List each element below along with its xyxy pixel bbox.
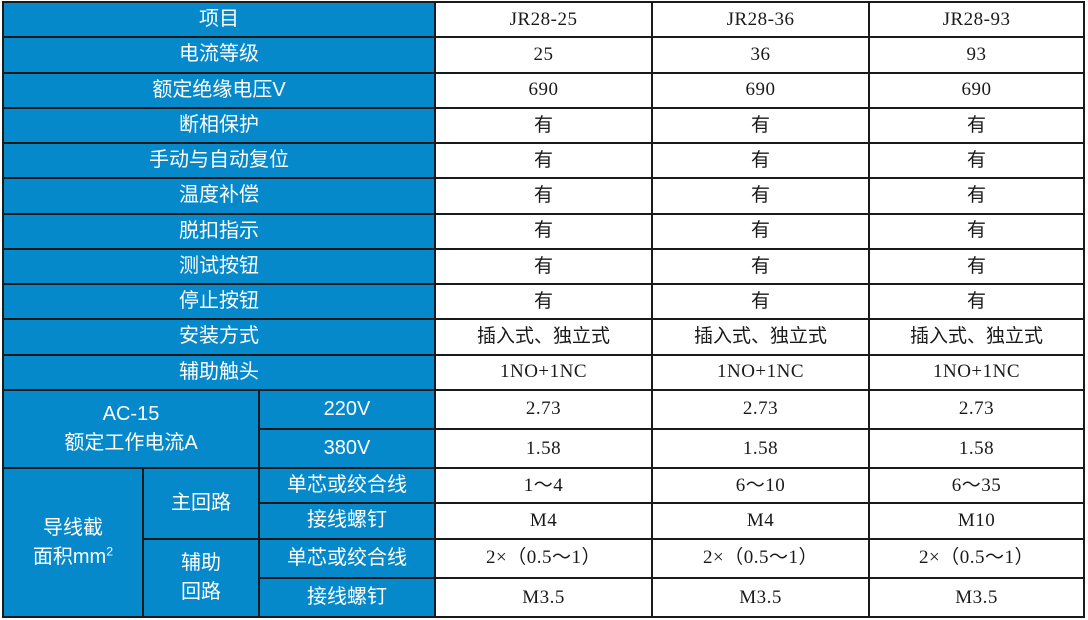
row-value-3: 690: [868, 71, 1086, 109]
table-row: 额定绝缘电压V 690 690 690: [1, 71, 1086, 109]
row-value-3: 有: [868, 106, 1086, 145]
table-row: 停止按钮 有 有 有: [1, 282, 1086, 321]
wire-group-label: 导线截 面积mm2: [2, 467, 144, 618]
row-value-2: 有: [651, 141, 871, 180]
row-value-2: 有: [651, 247, 871, 286]
ac15-label-line1: AC-15: [102, 402, 160, 425]
row-label: 额定绝缘电压V: [1, 71, 437, 109]
wire-aux-label-line1: 辅助: [181, 551, 221, 574]
ac15-voltage-label-220v: 220V: [257, 388, 437, 430]
header-model-cell-3: JR28-93: [868, 0, 1086, 39]
table-header-row: 项目 JR28-25 JR28-36 JR28-93: [1, 0, 1086, 39]
ac15-label-line2: 额定工作电流A: [64, 431, 198, 454]
row-label: 停止按钮: [1, 282, 437, 321]
wire-main-row-conductor: 导线截 面积mm2 主回路 单芯或绞合线 1～4 6～10 6～35: [2, 467, 1086, 618]
wire-aux-screw-value-3: M3.5: [868, 576, 1086, 619]
row-label: 测试按钮: [1, 247, 437, 286]
table-row: 测试按钮 有 有 有: [1, 247, 1086, 286]
row-value-3: 有: [868, 177, 1086, 215]
table-row: 手动与自动复位 有 有 有: [1, 141, 1086, 180]
table-row: 电流等级 25 36 93: [1, 36, 1086, 74]
ac15-voltage-label-380v: 380V: [257, 427, 437, 470]
wire-aux-conductor-label: 单芯或绞合线: [257, 537, 437, 579]
wire-main-conductor-value-3: 6～35: [868, 467, 1086, 505]
row-value-2: 有: [651, 282, 871, 321]
ac15-380v-value-3: 1.58: [868, 427, 1086, 470]
row-value-1: 有: [434, 177, 654, 215]
wire-aux-row-conductor: 辅助 回路 单芯或绞合线 2×（0.5～1） 2×（0.5～1） 2×（0.5～…: [3, 537, 1086, 619]
table-row: 辅助触头 1NO+1NC 1NO+1NC 1NO+1NC: [1, 353, 1086, 391]
wire-subgroup-label-aux: 辅助 回路: [142, 537, 260, 619]
row-value-1: 有: [434, 141, 654, 180]
wire-main-screw-label: 接线螺钉: [257, 502, 437, 540]
row-value-1: 690: [434, 71, 654, 109]
header-model-cell-2: JR28-36: [651, 0, 871, 39]
row-value-3: 插入式、独立式: [868, 318, 1086, 356]
row-value-1: 有: [434, 212, 654, 250]
row-value-2: 有: [651, 177, 871, 215]
row-value-3: 有: [868, 212, 1086, 250]
wire-aux-label-line2: 回路: [181, 580, 221, 603]
row-value-2: 插入式、独立式: [651, 318, 871, 356]
row-value-1: 1NO+1NC: [434, 353, 654, 391]
ac15-row-220v: AC-15 额定工作电流A 220V 2.73 2.73 2.73: [2, 388, 1086, 470]
wire-aux-conductor-value-1: 2×（0.5～1）: [434, 537, 654, 579]
row-value-2: 36: [651, 36, 871, 74]
wire-main-conductor-value-2: 6～10: [651, 467, 871, 505]
wire-main-conductor-value-1: 1～4: [434, 467, 654, 505]
table-row: 脱扣指示 有 有 有: [1, 212, 1086, 250]
table-row: 断相保护 有 有 有: [1, 106, 1086, 145]
ac15-group-label: AC-15 额定工作电流A: [2, 388, 260, 470]
wire-aux-screw-value-2: M3.5: [651, 576, 871, 619]
row-value-1: 有: [434, 247, 654, 286]
row-value-1: 有: [434, 106, 654, 145]
row-value-3: 有: [868, 141, 1086, 180]
ac15-380v-value-1: 1.58: [434, 427, 654, 470]
table-row: 安装方式 插入式、独立式 插入式、独立式 插入式、独立式: [1, 318, 1086, 356]
row-label: 断相保护: [1, 106, 437, 145]
wire-main-screw-value-1: M4: [434, 502, 654, 540]
wire-label-line1: 导线截: [43, 516, 103, 539]
ac15-220v-value-3: 2.73: [868, 388, 1086, 430]
row-label: 电流等级: [1, 36, 437, 74]
row-value-2: 690: [651, 71, 871, 109]
ac15-220v-value-2: 2.73: [651, 388, 871, 430]
wire-aux-row-screw: 接线螺钉 M3.5 M3.5 M3.5: [3, 576, 1086, 619]
wire-subgroup-label-main: 主回路: [142, 467, 260, 540]
wire-aux-conductor-value-3: 2×（0.5～1）: [868, 537, 1086, 579]
wire-main-conductor-label: 单芯或绞合线: [257, 467, 437, 505]
row-value-2: 有: [651, 212, 871, 250]
row-value-1: 有: [434, 282, 654, 321]
ac15-380v-value-2: 1.58: [651, 427, 871, 470]
row-label: 手动与自动复位: [1, 141, 437, 180]
row-value-3: 93: [868, 36, 1086, 74]
row-label: 温度补偿: [1, 177, 437, 215]
row-value-2: 1NO+1NC: [651, 353, 871, 391]
wire-label-line2-prefix: 面积mm: [32, 545, 107, 568]
wire-aux-conductor-value-2: 2×（0.5～1）: [651, 537, 871, 579]
wire-aux-screw-value-1: M3.5: [434, 576, 654, 619]
wire-label-line2: 面积mm2: [6, 543, 140, 572]
ac15-row-380v: 380V 1.58 1.58 1.58: [3, 427, 1086, 470]
row-label: 辅助触头: [1, 353, 437, 391]
row-value-3: 有: [868, 247, 1086, 286]
wire-aux-screw-label: 接线螺钉: [257, 576, 437, 619]
row-label: 安装方式: [1, 318, 437, 356]
row-value-3: 1NO+1NC: [868, 353, 1086, 391]
wire-label-superscript: 2: [106, 543, 114, 558]
wire-main-row-screw: 接线螺钉 M4 M4 M10: [3, 502, 1086, 540]
table-row: 温度补偿 有 有 有: [1, 177, 1086, 215]
header-label-cell: 项目: [1, 0, 437, 39]
row-value-2: 有: [651, 106, 871, 145]
wire-main-screw-value-2: M4: [651, 502, 871, 540]
row-label: 脱扣指示: [1, 212, 437, 250]
row-value-1: 25: [434, 36, 654, 74]
row-value-3: 有: [868, 282, 1086, 321]
ac15-220v-value-1: 2.73: [434, 388, 654, 430]
wire-main-screw-value-3: M10: [868, 502, 1086, 540]
row-value-1: 插入式、独立式: [434, 318, 654, 356]
header-model-cell-1: JR28-25: [434, 0, 654, 39]
